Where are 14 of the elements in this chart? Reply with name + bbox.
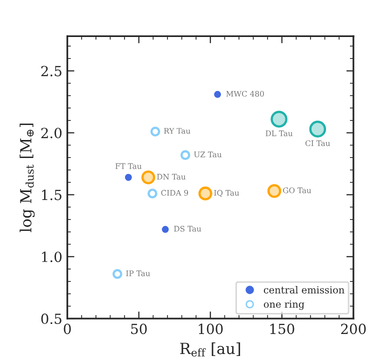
x-axis-title: R$_{eff}$ [au]: [180, 342, 240, 357]
x-tick-label: 200: [341, 324, 366, 334]
x-tick-label: 50: [131, 324, 147, 334]
legend-label: one ring: [264, 300, 304, 310]
y-tick-label: 2.0: [41, 128, 62, 138]
y-axis-title: log M$_{dust}$ [M$_{⊕}$]: [20, 124, 35, 232]
y-tick-label: 1.5: [42, 190, 62, 200]
y-tick-label: 2.5: [41, 66, 62, 76]
y-tick-label: 1.0: [42, 252, 62, 262]
legend-label: central emission: [264, 286, 344, 294]
x-tick-label: 150: [270, 324, 294, 334]
x-tick-label: 0: [64, 324, 71, 334]
y-tick-label: 0.5: [41, 314, 62, 324]
x-tick-label: 100: [198, 324, 223, 334]
